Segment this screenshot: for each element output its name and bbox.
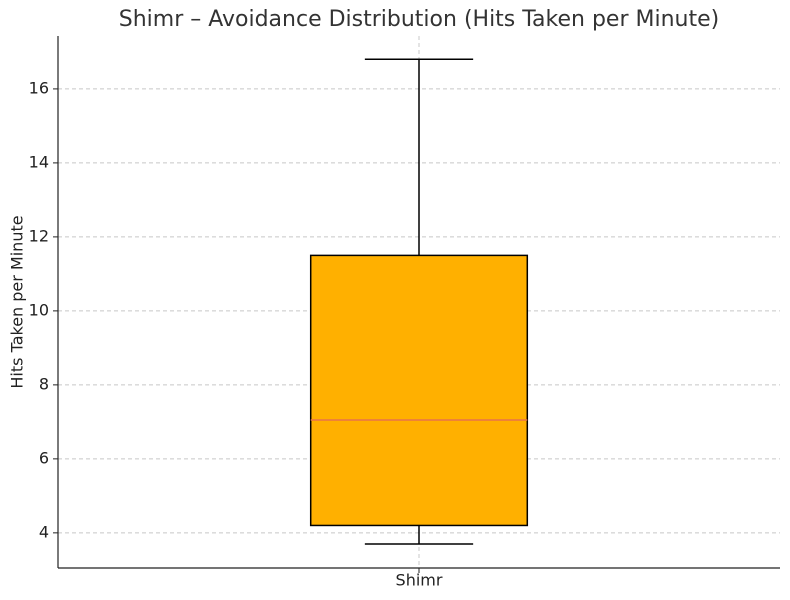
y-tick-label: 16 [29,78,49,97]
y-tick-label: 6 [39,448,49,467]
y-axis-label: Hits Taken per Minute [8,215,27,388]
y-tick-label: 8 [39,374,49,393]
y-tick-label: 10 [29,300,49,319]
box [309,254,529,527]
y-tick-label: 4 [39,522,49,541]
y-tick-label: 12 [29,226,49,245]
chart-title: Shimr – Avoidance Distribution (Hits Tak… [119,7,719,32]
x-tick-label: Shimr [396,571,443,590]
y-tick-label: 14 [29,152,49,171]
